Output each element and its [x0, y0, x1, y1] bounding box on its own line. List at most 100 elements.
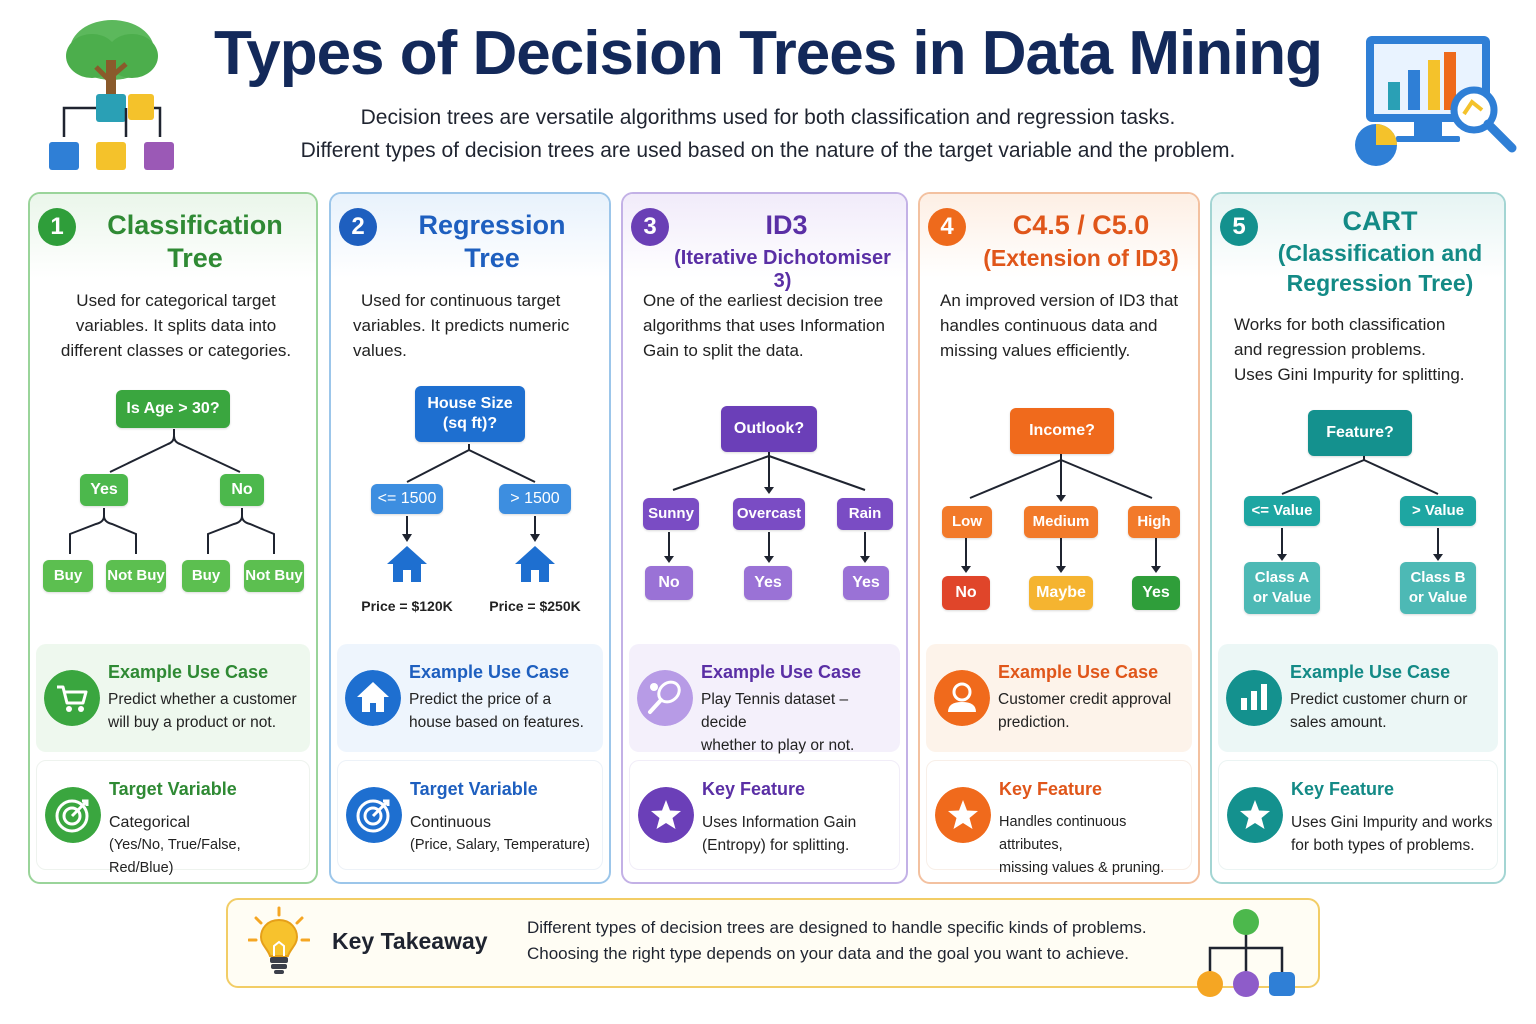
tree-root-node: Feature?	[1308, 410, 1412, 456]
key-takeaway-banner	[226, 898, 1320, 988]
tree-connectors	[402, 444, 540, 542]
tree-root-node: Income?	[1010, 408, 1114, 454]
subtitle-line-2: Different types of decision trees are us…	[300, 139, 1236, 162]
tree-root-node: House Size (sq ft)?	[415, 386, 525, 442]
target-icon	[45, 787, 101, 843]
card-header	[920, 194, 1198, 278]
card-number-badge: 1	[38, 208, 76, 246]
card-number-badge: 3	[631, 208, 669, 246]
tree-leaf-node: Yes	[843, 566, 889, 600]
target-variable-panel: Target Variable Categorical (Yes/No, Tru…	[36, 760, 310, 876]
card-header	[30, 194, 316, 278]
target-icon	[346, 787, 402, 843]
panel-text: Predict customer churn or sales amount.	[1290, 691, 1468, 731]
card-title-line-3: Regression Tree)	[1286, 270, 1474, 296]
card-cart: 5 CART (Classification and Regression Tr…	[1210, 192, 1506, 884]
card-description: Works for both classification and regres…	[1234, 315, 1465, 384]
analytics-monitor-icon	[1355, 36, 1517, 166]
star-icon	[638, 787, 694, 843]
example-use-case-panel: Example Use Case Predict whether a custo…	[36, 644, 310, 752]
card-description: Used for categorical target variables. I…	[60, 291, 292, 360]
tree-root-node: Outlook?	[721, 406, 817, 452]
tree-leaf-node: Not Buy	[244, 560, 304, 592]
tree-branch-node: Yes	[80, 474, 128, 506]
mini-tree-icon	[1197, 909, 1295, 997]
panel-heading: Key Feature	[1291, 779, 1395, 799]
card-title-line-2: Tree	[167, 243, 223, 273]
card-title-line-2: Tree	[464, 243, 520, 273]
card-description: One of the earliest decision tree algori…	[643, 291, 885, 360]
panel-heading: Key Feature	[999, 779, 1103, 799]
bar-chart-icon	[1226, 670, 1282, 726]
tree-leaf-node: Maybe	[1029, 576, 1093, 610]
panel-heading: Target Variable	[109, 779, 237, 799]
card-id3: 3 ID3 (Iterative Dichotomiser 3) One of …	[621, 192, 908, 884]
star-icon	[935, 787, 991, 843]
takeaway-line-1: Different types of decision trees are de…	[527, 918, 1147, 937]
panel-text: Handles continuous attributes, missing v…	[999, 814, 1165, 876]
card-title-line-2: (Extension of ID3)	[983, 245, 1179, 271]
tree-branch-node: > 1500	[499, 484, 571, 514]
tree-connectors	[961, 454, 1161, 573]
card-number-badge: 5	[1220, 208, 1258, 246]
card-title-line-2: (Iterative Dichotomiser 3)	[674, 247, 891, 292]
tree-leaf-node: Buy	[43, 560, 93, 592]
tree-branch-node: > Value	[1400, 496, 1476, 526]
tree-connectors	[664, 452, 870, 563]
panel-text: Customer credit approval prediction.	[998, 691, 1172, 731]
tree-connectors	[1277, 456, 1443, 561]
tree-leaf-node: Buy	[182, 560, 230, 592]
panel-heading: Target Variable	[410, 779, 538, 799]
card-title-line-1: CART	[1342, 206, 1418, 236]
tree-leaf-node: No	[942, 576, 990, 610]
card-title-line-1: C4.5 / C5.0	[1012, 210, 1150, 240]
tree-leaf-node: Yes	[744, 566, 792, 600]
card-title-line-2: (Classification and	[1277, 240, 1483, 266]
tree-leaf-node: No	[645, 566, 693, 600]
example-use-case-panel: Example Use Case Predict customer churn …	[1218, 644, 1498, 752]
tree-branch-node: Medium	[1024, 506, 1098, 538]
card-number-badge: 2	[339, 208, 377, 246]
panel-heading: Example Use Case	[998, 662, 1159, 682]
tennis-racket-icon	[637, 670, 693, 726]
key-feature-panel: Key Feature Uses Gini Impurity and works…	[1218, 760, 1498, 870]
subtitle-line-1: Decision trees are versatile algorithms …	[360, 106, 1176, 129]
card-classification-tree: 1 Classification Tree Used for categoric…	[28, 192, 318, 884]
panel-text: Uses Information Gain (Entropy) for spli…	[702, 814, 857, 854]
panel-text: Categorical (Yes/No, True/False, Red/Blu…	[109, 814, 241, 876]
tree-leaf-label: Price = $120K	[361, 598, 453, 614]
tree-branch-node: Low	[942, 506, 992, 538]
key-feature-panel: Key Feature Handles continuous attribute…	[926, 760, 1192, 876]
lightbulb-icon	[248, 906, 310, 974]
panel-heading: Example Use Case	[409, 662, 570, 682]
shopping-cart-icon	[44, 670, 100, 726]
card-description: Used for continuous target variables. It…	[353, 291, 570, 360]
target-variable-panel: Target Variable Continuous (Price, Salar…	[337, 760, 603, 870]
tree-branch-node: High	[1128, 506, 1180, 538]
card-description: An improved version of ID3 that handles …	[940, 291, 1179, 360]
panel-text: Uses Gini Impurity and works for both ty…	[1291, 814, 1493, 854]
tree-leaf-node: Yes	[1132, 576, 1180, 610]
tree-leaf-label: Price = $250K	[489, 598, 581, 614]
takeaway-heading: Key Takeaway	[332, 928, 488, 954]
tree-branch-node: Overcast	[733, 498, 805, 530]
tree-connectors	[69, 429, 275, 554]
panel-text: Predict the price of a house based on fe…	[409, 691, 584, 731]
tree-branch-node: <= 1500	[371, 484, 443, 514]
example-use-case-panel: Example Use Case Predict the price of a …	[337, 644, 603, 752]
card-header	[1212, 194, 1504, 278]
tree-branch-node: No	[220, 474, 264, 506]
tree-branch-node: <= Value	[1244, 496, 1320, 526]
panel-text: Continuous (Price, Salary, Temperature)	[410, 814, 590, 853]
panel-heading: Key Feature	[702, 779, 806, 799]
page-title: Types of Decision Trees in Data Mining	[213, 19, 1323, 88]
star-icon	[1227, 787, 1283, 843]
panel-text: Predict whether a customer will buy a pr…	[108, 691, 297, 731]
panel-heading: Example Use Case	[108, 662, 269, 682]
example-use-case-panel: Example Use Case Customer credit approva…	[926, 644, 1192, 752]
card-header	[331, 194, 609, 278]
tree-root-node: Is Age > 30?	[116, 390, 230, 428]
takeaway-line-2: Choosing the right type depends on your …	[527, 944, 1130, 963]
